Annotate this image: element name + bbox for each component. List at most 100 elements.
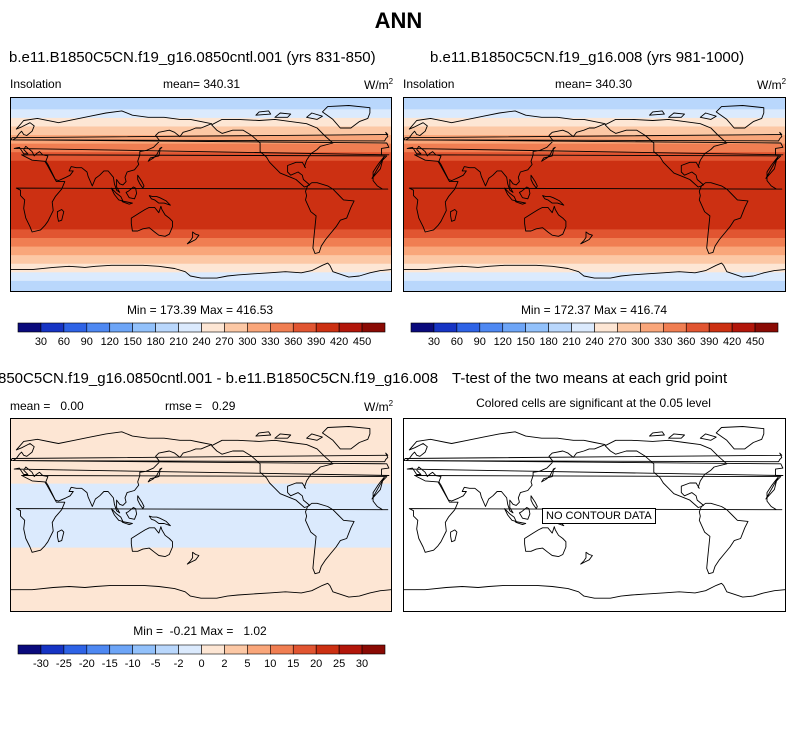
colorbar-box-12	[292, 644, 317, 655]
continent-outline-15	[699, 433, 717, 441]
colorbar-box-6	[155, 322, 179, 333]
zonal-band-11	[404, 143, 785, 153]
colorbar-label-3: 120	[101, 336, 119, 348]
zonal-band-16	[404, 98, 785, 110]
continent-outline-12	[450, 529, 458, 543]
continent-outline-10	[147, 467, 163, 483]
continent-outline-10	[541, 467, 556, 483]
colorbar-box-13	[708, 322, 733, 333]
panel3-minmax: Min = -0.21 Max = 1.02	[133, 624, 267, 638]
colorbar-label-8: 270	[608, 336, 626, 348]
colorbar-label-9: 300	[631, 336, 649, 348]
coastlines	[11, 426, 391, 599]
colorbar-box-1	[433, 322, 458, 333]
map-svg	[404, 426, 785, 599]
continent-outline-17	[649, 110, 665, 116]
colorbar-label-0: -30	[33, 658, 49, 670]
coastlines	[11, 105, 391, 279]
colorbar-label-2: -20	[79, 658, 95, 670]
panel2-title: b.e11.B1850C5CN.f19_g16.008 (yrs 981-100…	[430, 49, 745, 66]
continent-outline-1	[698, 182, 749, 254]
colorbar-label-9: 300	[238, 336, 256, 348]
continent-outline-15	[306, 433, 323, 441]
zonal-band-2	[11, 419, 391, 484]
colorbar-box-13	[315, 322, 340, 333]
colorbar-box-3	[479, 322, 504, 333]
continent-outline-2	[408, 475, 783, 553]
panel2-colorbar: 30 60 90 120 150 180 210 240 270 300 330 360 390 420 4…	[410, 322, 779, 353]
continent-outline-9	[121, 520, 133, 526]
zonal-band-12	[11, 134, 391, 144]
continent-outline-14	[137, 495, 145, 510]
zonal-band-11	[11, 143, 391, 153]
continent-outline-16	[274, 112, 292, 118]
colorbar-box-2	[456, 322, 481, 333]
colorbar-label-0: 30	[35, 336, 47, 348]
colorbar-box-11	[270, 644, 294, 655]
continent-outline-15	[306, 112, 323, 120]
colorbar-box-6	[548, 322, 572, 333]
colorbar-label-14: 450	[746, 336, 764, 348]
continent-outline-17	[255, 110, 272, 116]
colorbar-label-1: 60	[451, 336, 463, 348]
zonal-band-16	[11, 98, 391, 110]
colorbar-box-3	[86, 322, 111, 333]
continent-outline-4	[130, 526, 173, 558]
continent-outline-7	[518, 186, 531, 200]
colorbar-label-0: 30	[428, 336, 440, 348]
continent-outline-6	[504, 508, 517, 522]
panel2-mean-label: mean= 340.30	[555, 77, 633, 91]
zonal-band-5	[11, 237, 391, 247]
colorbar-label-2: 90	[474, 336, 486, 348]
zonal-band-10	[404, 151, 785, 161]
continent-outline-16	[668, 433, 685, 439]
zonal-band-2	[404, 263, 785, 273]
colorbar-box-1	[40, 644, 65, 655]
continent-outline-5	[715, 426, 765, 450]
panel4-title: T-test of the two means at each grid poi…	[452, 370, 728, 387]
colorbar-box-15	[361, 322, 386, 333]
zonal-band-15	[11, 108, 391, 118]
colorbar-box-14	[731, 322, 756, 333]
continent-outline-10	[541, 146, 556, 162]
colorbar-box-8	[594, 322, 618, 333]
colorbar-label-3: 120	[494, 336, 512, 348]
colorbar-box-2	[63, 644, 88, 655]
zonal-band-15	[404, 108, 785, 118]
colorbar-box-7	[178, 322, 202, 333]
colorbar-box-12	[292, 322, 317, 333]
colorbar-label-5: 180	[539, 336, 557, 348]
continent-outline-12	[56, 529, 65, 543]
zonal-band-0	[11, 280, 391, 291]
zonal-band-7	[11, 220, 391, 230]
colorbar-svg: 30 60 90 120 150 180 210 240 270 300 330 360 390 420 4…	[17, 322, 386, 348]
colorbar-box-10	[247, 644, 271, 655]
zonal-band-3	[404, 254, 785, 264]
continent-outline-5	[715, 105, 765, 129]
zonal-band-5	[404, 237, 785, 247]
panel2-map	[403, 97, 786, 292]
colorbar-box-15	[361, 644, 386, 655]
continent-outline-11	[186, 231, 200, 245]
panel1-variable-label: Insolation	[10, 77, 62, 91]
colorbar-box-5	[132, 322, 156, 333]
zonal-band-7	[404, 220, 785, 230]
panel1-mean-label: mean= 340.31	[163, 77, 241, 91]
colorbar-label-12: 390	[700, 336, 718, 348]
map-svg	[404, 98, 785, 291]
continent-outline-13	[404, 131, 783, 142]
colorbar-box-13	[315, 644, 340, 655]
colorbar-svg: 30 60 90 120 150 180 210 240 270 300 330 360 390 420 4…	[410, 322, 779, 348]
colorbar-label-4: 150	[517, 336, 535, 348]
zonal-band-8	[11, 168, 391, 221]
colorbar-svg: -30 -25 -20 -15 -10 -5 -2 0 2 5 10 15 20 25 30	[17, 644, 386, 670]
colorbar-box-10	[640, 322, 664, 333]
colorbar-label-11: 360	[284, 336, 302, 348]
continent-outline-4	[524, 205, 567, 237]
zonal-band-1	[11, 483, 391, 548]
colorbar-label-5: -5	[151, 658, 161, 670]
zonal-band-2	[11, 263, 391, 273]
colorbar-box-0	[410, 322, 435, 333]
colorbar-label-9: 5	[244, 658, 250, 670]
panel3-rmse-label: rmse = 0.29	[165, 399, 236, 413]
